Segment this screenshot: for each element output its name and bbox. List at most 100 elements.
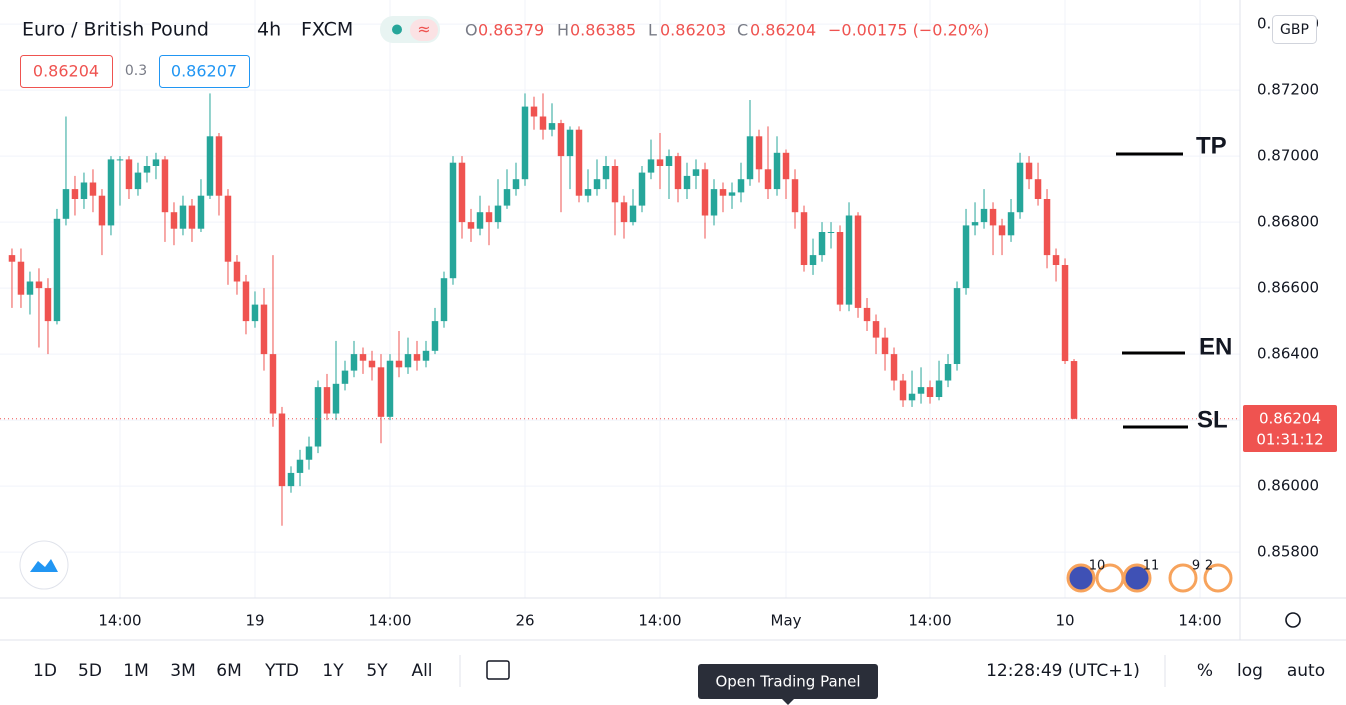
candle-body xyxy=(620,202,628,223)
annotation: TP xyxy=(1196,132,1227,159)
tooltip xyxy=(698,664,878,699)
symbol[interactable]: Euro / British Pound xyxy=(22,19,209,41)
candle-body xyxy=(242,281,250,322)
event-count: 10 xyxy=(1089,559,1106,574)
candle-body xyxy=(1025,162,1033,180)
candle-body xyxy=(35,281,43,289)
scale-option[interactable]: auto xyxy=(1287,661,1325,681)
candle-body xyxy=(1016,162,1024,213)
candle-body xyxy=(1034,179,1042,200)
logo[interactable] xyxy=(19,540,69,590)
range-button[interactable]: 1D xyxy=(33,661,57,681)
event-count: 2 xyxy=(1205,559,1213,574)
candle-body xyxy=(692,169,700,176)
price-tag xyxy=(1243,405,1337,452)
candle-body xyxy=(773,152,781,190)
candle-body xyxy=(377,367,385,417)
candle-body xyxy=(404,354,412,368)
range-button[interactable]: YTD xyxy=(264,661,299,681)
sell-button[interactable] xyxy=(20,55,113,88)
range-button[interactable]: 1M xyxy=(123,661,148,681)
candle-body xyxy=(233,261,241,282)
ohlc-value: 0.86204 xyxy=(750,21,816,40)
settings-icon[interactable] xyxy=(1285,612,1301,628)
candle-body xyxy=(467,222,475,229)
ask-price: 0.86207 xyxy=(171,62,237,81)
event-icon[interactable] xyxy=(1066,563,1096,593)
event-icon[interactable] xyxy=(1203,563,1233,593)
ohlc-label: L xyxy=(648,21,657,40)
candle-body xyxy=(584,189,592,196)
change: −0.00175 (−0.20%) xyxy=(828,21,989,40)
candle-body xyxy=(791,179,799,213)
range-button[interactable]: All xyxy=(411,661,432,681)
interval[interactable]: 4h xyxy=(257,19,281,41)
tooltip-arrow xyxy=(782,699,794,705)
candle-body xyxy=(566,129,574,157)
candle-body xyxy=(836,232,844,305)
candle-body xyxy=(863,307,871,322)
candle-body xyxy=(638,172,646,206)
candle-body xyxy=(89,182,97,196)
candle-body xyxy=(8,255,16,262)
range-button[interactable]: 5Y xyxy=(366,661,388,681)
scale-option[interactable]: log xyxy=(1237,661,1263,681)
candle-body xyxy=(809,255,817,266)
bid-price: 0.86204 xyxy=(33,62,99,81)
scale-option[interactable]: % xyxy=(1197,661,1213,681)
candle-body xyxy=(1070,361,1078,419)
event-icon[interactable] xyxy=(1122,563,1152,593)
y-tick-label: 0.86400 xyxy=(1257,345,1319,363)
y-tick-label: 0.87000 xyxy=(1257,147,1319,165)
x-tick-label: 14:00 xyxy=(1178,612,1221,630)
candle-body xyxy=(872,321,880,338)
range-buttons: 1D 5D 1M 3M 6M YTD 1Y 5Y All xyxy=(33,661,432,681)
candle-body xyxy=(845,215,853,305)
event-icon[interactable] xyxy=(1168,563,1198,593)
candle-body xyxy=(179,205,187,229)
candle-body xyxy=(521,106,529,180)
candle-body xyxy=(359,354,367,361)
annotation: SL xyxy=(1197,406,1228,433)
candle-body xyxy=(197,195,205,229)
candle-body xyxy=(998,225,1006,236)
grid xyxy=(0,0,1240,598)
buy-button[interactable] xyxy=(159,55,250,88)
price-tag-value: 0.86204 xyxy=(1259,410,1321,428)
candle-body xyxy=(710,189,718,216)
candle-body xyxy=(503,189,511,206)
candle-body xyxy=(350,354,358,371)
range-button[interactable]: 5D xyxy=(78,661,102,681)
candle-body xyxy=(395,360,403,368)
range-button[interactable]: 1Y xyxy=(322,661,344,681)
range-button[interactable]: 3M xyxy=(170,661,195,681)
candle-body xyxy=(368,360,376,368)
candle-body xyxy=(719,189,727,196)
status-icon xyxy=(410,19,438,41)
candle-body xyxy=(530,106,538,117)
candle-body xyxy=(674,156,682,190)
candle-body xyxy=(296,459,304,473)
candle-body xyxy=(44,288,52,322)
candle-body xyxy=(557,123,565,157)
candle-body xyxy=(1007,212,1015,236)
candle-body xyxy=(782,152,790,180)
candle-body xyxy=(269,354,277,414)
ohlc-value: 0.86379 xyxy=(478,21,544,40)
candle-body xyxy=(53,218,61,322)
candle-body xyxy=(80,182,88,200)
candle-body xyxy=(17,261,25,295)
x-tick-label: 14:00 xyxy=(368,612,411,630)
candle-body xyxy=(260,304,268,355)
x-tick-label: May xyxy=(771,612,802,630)
clock[interactable]: 12:28:49 (UTC+1) xyxy=(986,661,1140,681)
annotation: EN xyxy=(1199,333,1232,360)
candle-body xyxy=(305,446,313,460)
range-button[interactable]: 6M xyxy=(216,661,241,681)
candle-body xyxy=(323,387,331,414)
compare-icon[interactable] xyxy=(486,660,510,680)
settings-icon[interactable] xyxy=(1285,612,1301,628)
candle-body xyxy=(476,212,484,229)
currency-badge[interactable] xyxy=(1272,15,1317,44)
